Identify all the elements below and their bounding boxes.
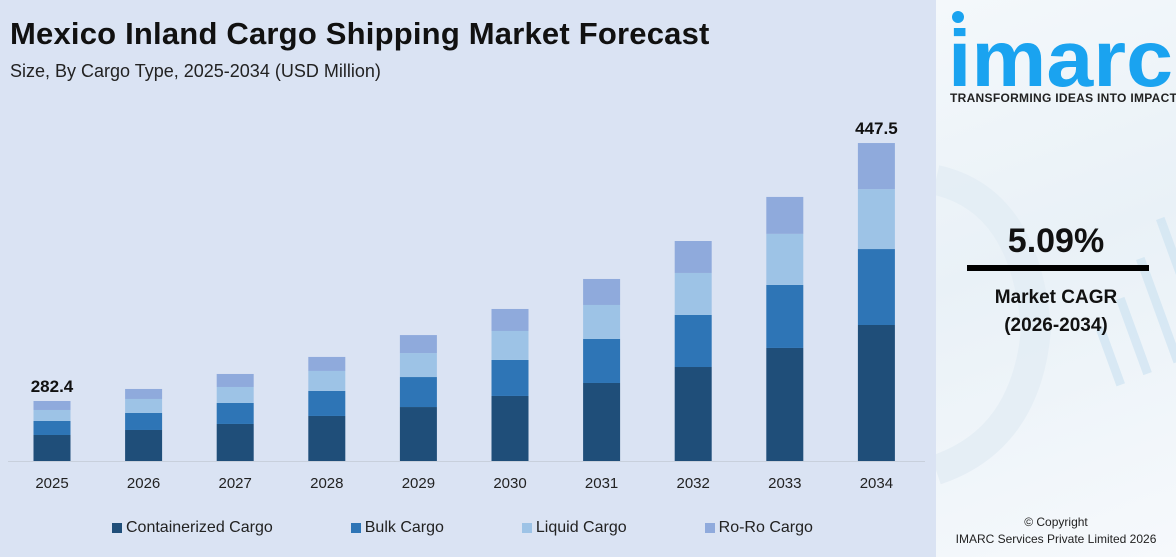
sidebar-panel: imarc TRANSFORMING IDEAS INTO IMPACT 5.0…: [936, 0, 1176, 557]
bar-segment-ro-ro-cargo-2032: [674, 241, 712, 273]
data-label-2025: 282.4: [31, 377, 74, 396]
bar-segment-bulk-cargo-2030: [491, 359, 529, 396]
bar-segment-bulk-cargo-2034: [857, 249, 895, 326]
chart-panel: Mexico Inland Cargo Shipping Market Fore…: [8, 16, 925, 537]
bar-segment-ro-ro-cargo-2034: [857, 143, 895, 190]
bar-segment-ro-ro-cargo-2028: [308, 356, 346, 371]
bar-segment-bulk-cargo-2029: [399, 377, 437, 408]
chart-title: Mexico Inland Cargo Shipping Market Fore…: [10, 16, 710, 51]
legend-label: Bulk Cargo: [364, 519, 444, 536]
bar-segment-liquid-cargo-2033: [766, 233, 804, 285]
bar-segment-liquid-cargo-2025: [33, 409, 71, 421]
tagline: TRANSFORMING IDEAS INTO IMPACT: [950, 91, 1176, 105]
bar-segment-liquid-cargo-2030: [491, 330, 529, 360]
bar-segment-liquid-cargo-2031: [583, 304, 621, 339]
x-tick-label: 2028: [310, 475, 343, 492]
legend: Containerized Cargo Bulk Cargo Liquid Carg…: [112, 519, 813, 537]
bar-segment-containerized-cargo-2028: [308, 415, 346, 461]
bar-segment-bulk-cargo-2028: [308, 390, 346, 416]
svg-text:imarc: imarc: [948, 14, 1173, 90]
bar-segment-containerized-cargo-2031: [583, 382, 621, 461]
cagr-value: 5.09%: [1007, 222, 1105, 260]
bar-segment-bulk-cargo-2027: [216, 402, 254, 424]
x-tick-label: 2025: [35, 475, 68, 492]
legend-swatch: [521, 523, 532, 533]
company-name: IMARC Services Private Limited 2026: [955, 532, 1157, 546]
x-tick-label: 2033: [768, 475, 801, 492]
legend-item: Containerized Cargo: [112, 519, 273, 537]
bar-segment-ro-ro-cargo-2029: [399, 335, 437, 354]
bar-segment-ro-ro-cargo-2030: [491, 308, 529, 331]
bar-segment-containerized-cargo-2026: [125, 429, 163, 461]
legend-swatch: [350, 523, 361, 533]
bar-segment-bulk-cargo-2031: [583, 338, 621, 383]
x-tick-label: 2029: [402, 475, 435, 492]
bar-segment-ro-ro-cargo-2026: [125, 388, 163, 399]
data-label-2034: 447.5: [855, 119, 898, 138]
bar-segment-ro-ro-cargo-2031: [583, 278, 621, 305]
chart-subtitle: Size, By Cargo Type, 2025-2034 (USD Mill…: [10, 61, 381, 81]
bar-segment-bulk-cargo-2032: [674, 314, 712, 368]
x-tick-label: 2032: [677, 475, 710, 492]
bar-segment-containerized-cargo-2027: [216, 423, 254, 461]
copyright-text: © Copyright: [1024, 515, 1088, 529]
bar-segment-liquid-cargo-2026: [125, 398, 163, 413]
legend-item: Liquid Cargo: [521, 519, 627, 537]
bar-segment-containerized-cargo-2033: [766, 347, 804, 461]
cagr-label: Market CAGR (2026-2034): [936, 284, 1176, 340]
bar-segment-containerized-cargo-2030: [491, 395, 529, 461]
x-tick-label: 2027: [219, 475, 252, 492]
background-chart-decoration: [936, 165, 1176, 485]
x-tick-label: 2030: [493, 475, 526, 492]
bar-segment-containerized-cargo-2029: [399, 407, 437, 461]
legend-swatch: [704, 523, 715, 533]
bar-segment-ro-ro-cargo-2033: [766, 196, 804, 234]
bar-segment-liquid-cargo-2032: [674, 272, 712, 315]
x-tick-label: 2034: [860, 475, 893, 492]
imarc-logo: imarc: [948, 11, 1173, 90]
cagr-period: (2026-2034): [1004, 315, 1108, 336]
bar-segment-bulk-cargo-2025: [33, 420, 71, 435]
legend-item: Ro-Ro Cargo: [704, 519, 813, 537]
legend-label: Liquid Cargo: [535, 519, 627, 536]
stacked-bar-chart: 2025 282.4 2026 2027 2028 2029 2030 2031 2032 203…: [8, 119, 925, 492]
x-tick-label: 2026: [127, 475, 160, 492]
bar-segment-containerized-cargo-2025: [33, 434, 71, 461]
bar-segment-containerized-cargo-2032: [674, 367, 712, 461]
legend-swatch: [112, 523, 122, 533]
legend-item: Bulk Cargo: [350, 519, 444, 537]
bar-segment-bulk-cargo-2026: [125, 412, 163, 430]
bar-segment-liquid-cargo-2027: [216, 386, 254, 403]
bar-segment-containerized-cargo-2034: [857, 325, 895, 461]
bar-segment-ro-ro-cargo-2027: [216, 373, 254, 387]
cagr-divider: [967, 265, 1149, 271]
cagr-label-text: Market CAGR: [994, 287, 1118, 308]
bar-segment-ro-ro-cargo-2025: [33, 401, 71, 410]
legend-label: Containerized Cargo: [126, 519, 273, 536]
x-tick-label: 2031: [585, 475, 618, 492]
copyright: © Copyright IMARC Services Private Limit…: [936, 514, 1176, 548]
bar-segment-bulk-cargo-2033: [766, 284, 804, 348]
legend-label: Ro-Ro Cargo: [718, 519, 813, 536]
bar-segment-liquid-cargo-2028: [308, 370, 346, 391]
bar-segment-liquid-cargo-2034: [857, 189, 895, 250]
bar-segment-liquid-cargo-2029: [399, 353, 437, 378]
